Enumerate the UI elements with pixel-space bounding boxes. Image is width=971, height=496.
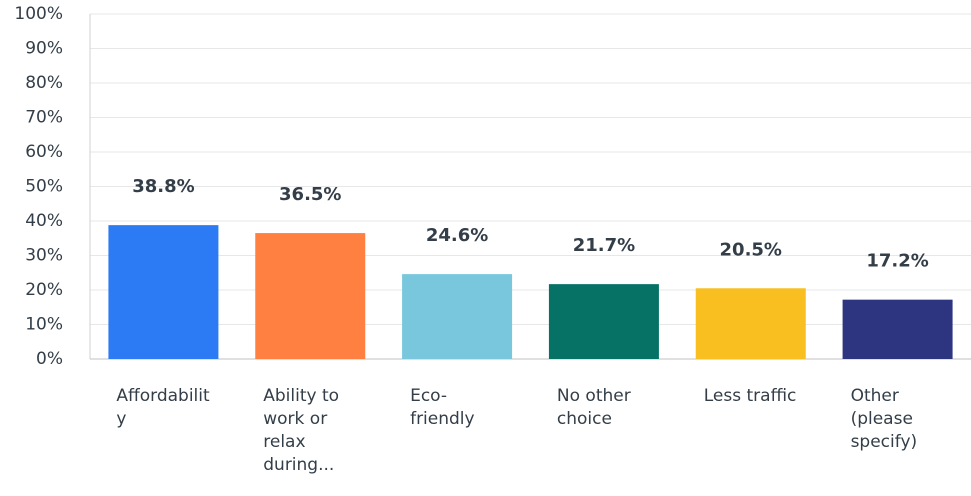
y-tick-label: 20% (25, 280, 63, 300)
y-tick-label: 70% (25, 108, 63, 128)
y-tick-label: 100% (14, 4, 63, 24)
x-tick-label: No other choice (556, 386, 631, 429)
y-tick-label: 80% (25, 73, 63, 93)
x-tick-label: Other (please specify) (850, 386, 918, 452)
bar (402, 274, 513, 359)
value-label: 21.7% (573, 235, 635, 256)
value-label: 20.5% (720, 239, 782, 260)
value-label: 36.5% (279, 184, 341, 205)
value-label: 17.2% (866, 251, 928, 272)
value-label: 24.6% (426, 225, 488, 246)
y-tick-label: 40% (25, 211, 63, 231)
y-tick-label: 60% (25, 142, 63, 162)
y-tick-label: 0% (36, 349, 63, 369)
x-tick-label: Ability to work or relax during... (263, 386, 340, 475)
bar (695, 288, 806, 359)
x-tick-label: Less traffic (703, 386, 797, 406)
y-tick-label: 90% (25, 39, 63, 59)
bar (548, 284, 659, 359)
y-tick-label: 50% (25, 177, 63, 197)
x-tick-label: Eco-friendly (410, 386, 475, 429)
bar (255, 233, 366, 359)
y-tick-label: 30% (25, 246, 63, 266)
x-tick-label: Affordability (116, 386, 210, 429)
bar (842, 299, 953, 359)
bar (108, 225, 219, 359)
y-tick-label: 10% (25, 315, 63, 335)
value-label: 38.8% (132, 176, 194, 197)
